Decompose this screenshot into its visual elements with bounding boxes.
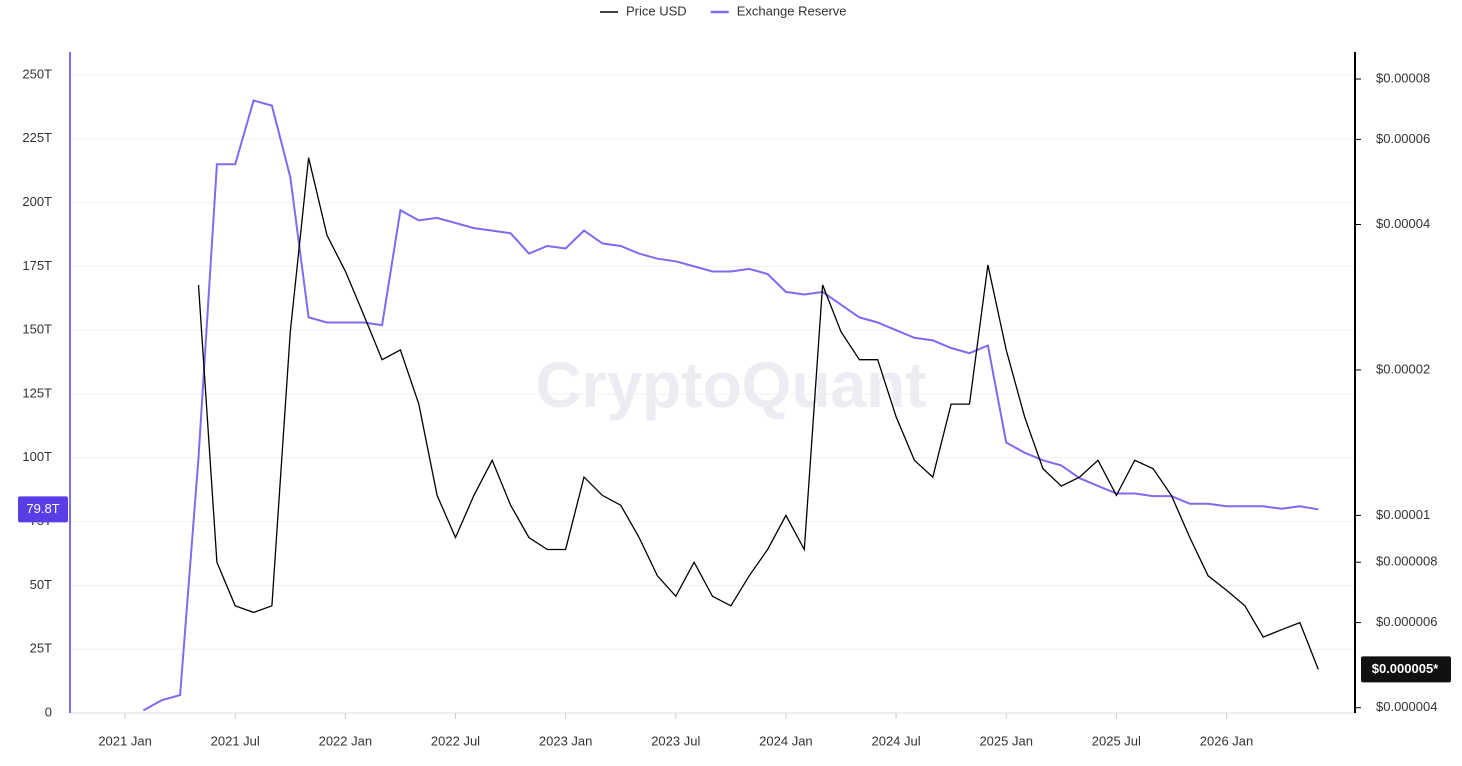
y-tick-label: 100T [22, 449, 52, 464]
y-tick-label: 25T [30, 641, 52, 656]
y-tick-label: 125T [22, 385, 52, 400]
y-tick-label: 200T [22, 194, 52, 209]
y-tick-label: 175T [22, 258, 52, 273]
x-tick-label: 2021 Jul [211, 733, 260, 748]
y-tick-label: 0 [45, 704, 52, 719]
y-tick-label: 250T [22, 66, 52, 81]
y2-tick-label: $0.000008 [1376, 554, 1437, 569]
last-value-label: $0.000005* [1372, 661, 1439, 676]
y2-tick-label: $0.000004 [1376, 699, 1437, 714]
y2-tick-label: $0.00006 [1376, 131, 1430, 146]
x-tick-label: 2022 Jul [431, 733, 480, 748]
y2-tick-label: $0.00002 [1376, 361, 1430, 376]
x-tick-label: 2026 Jan [1200, 733, 1254, 748]
last-value-label: 79.8T [26, 501, 59, 516]
legend-item[interactable]: Price USD [600, 3, 687, 18]
x-tick-label: 2021 Jan [98, 733, 152, 748]
y2-tick-label: $0.00001 [1376, 507, 1430, 522]
x-tick-label: 2024 Jan [759, 733, 813, 748]
legend-label: Price USD [626, 3, 687, 18]
y2-tick-label: $0.00008 [1376, 70, 1430, 85]
x-tick-label: 2023 Jan [539, 733, 593, 748]
y-tick-label: 150T [22, 322, 52, 337]
y-tick-label: 225T [22, 130, 52, 145]
x-tick-label: 2023 Jul [651, 733, 700, 748]
x-tick-label: 2025 Jan [979, 733, 1033, 748]
series-line [142, 99, 1319, 712]
y-tick-label: 50T [30, 577, 52, 592]
x-tick-label: 2022 Jan [319, 733, 373, 748]
last-value-badge [18, 496, 68, 523]
legend-label: Exchange Reserve [737, 3, 847, 18]
series-line [197, 157, 1319, 670]
y2-tick-label: $0.00004 [1376, 216, 1430, 231]
x-tick-label: 2024 Jul [871, 733, 920, 748]
x-tick-label: 2025 Jul [1092, 733, 1141, 748]
watermark: CryptoQuant [535, 349, 926, 421]
legend-item[interactable]: Exchange Reserve [710, 3, 847, 18]
last-value-badge [1361, 656, 1451, 683]
y2-tick-label: $0.000006 [1376, 614, 1437, 629]
